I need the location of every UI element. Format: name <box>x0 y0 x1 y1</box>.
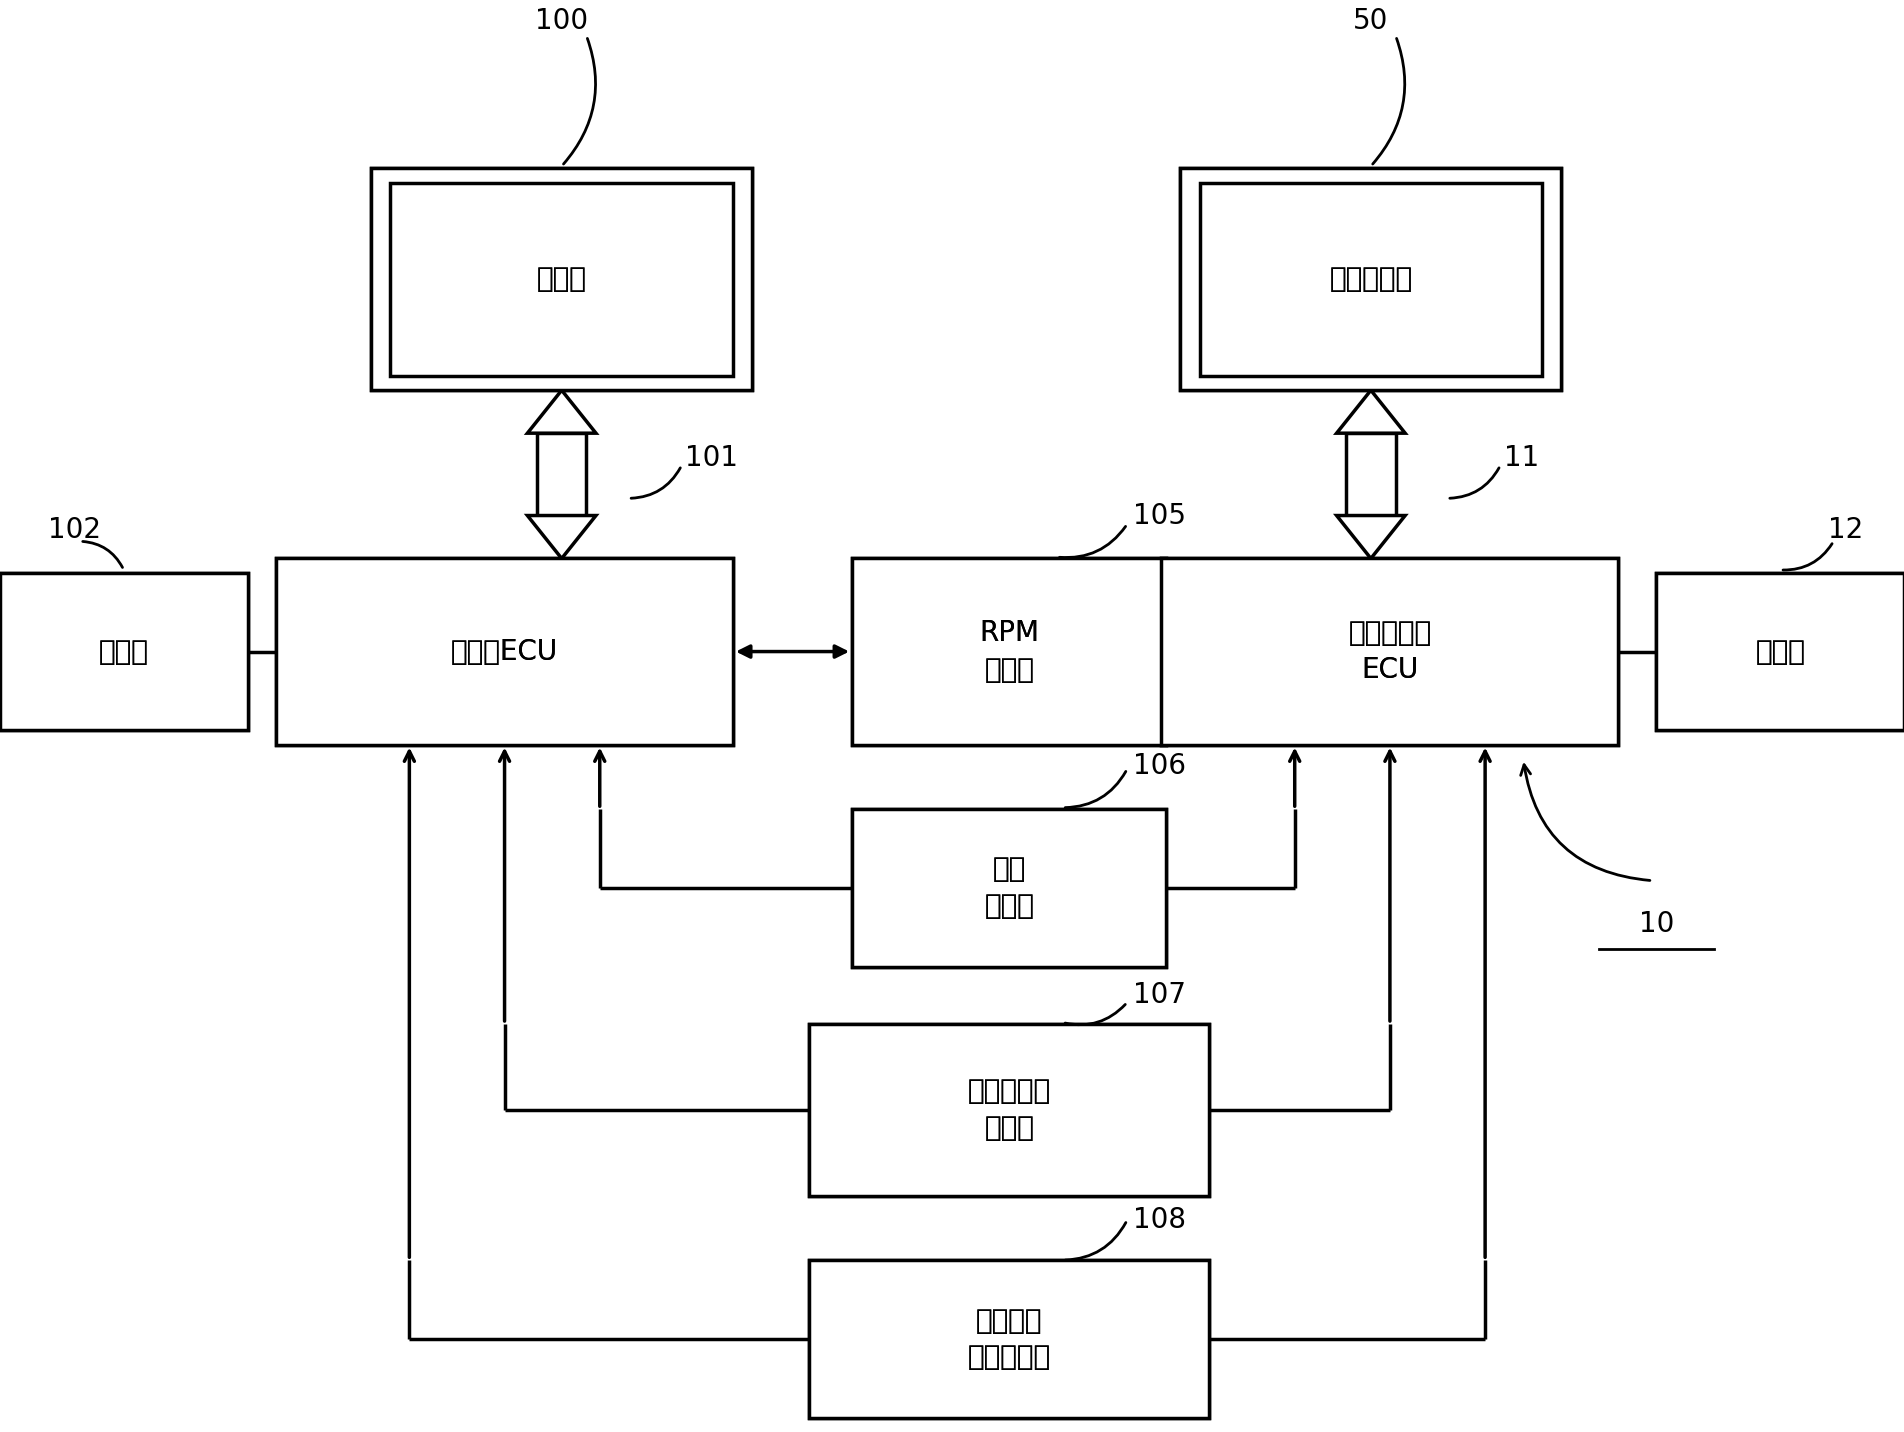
Text: RPM
传感器: RPM 传感器 <box>979 619 1040 684</box>
Bar <box>1180 168 1561 390</box>
Text: 12: 12 <box>1828 516 1864 544</box>
Bar <box>851 809 1165 967</box>
Bar <box>851 558 1165 745</box>
Polygon shape <box>1337 516 1405 558</box>
Bar <box>371 168 752 390</box>
Bar <box>371 168 752 390</box>
Text: 50: 50 <box>1354 7 1388 36</box>
Text: 自动变速器
ECU: 自动变速器 ECU <box>1348 619 1432 684</box>
Bar <box>537 434 586 516</box>
Text: 102: 102 <box>48 516 101 544</box>
Text: 发动机: 发动机 <box>537 265 586 294</box>
Text: 存储器: 存储器 <box>99 637 149 666</box>
Bar <box>809 1024 1209 1196</box>
Text: 发动机ECU: 发动机ECU <box>451 637 558 666</box>
Text: 外部空气
温度传感器: 外部空气 温度传感器 <box>967 1306 1051 1372</box>
Bar <box>809 1024 1209 1196</box>
Text: 100: 100 <box>535 7 588 36</box>
Bar <box>809 1260 1209 1418</box>
Text: 11: 11 <box>1504 444 1540 473</box>
Text: 冷却剂温度
传感器: 冷却剂温度 传感器 <box>967 1077 1051 1143</box>
Text: 自动变速器: 自动变速器 <box>1329 265 1413 294</box>
Polygon shape <box>527 390 596 434</box>
Text: 存储器: 存储器 <box>1755 637 1805 666</box>
Polygon shape <box>1337 390 1405 434</box>
Text: 自动变速器: 自动变速器 <box>1329 265 1413 294</box>
Bar <box>851 558 1165 745</box>
Bar <box>1656 573 1904 730</box>
Text: 速度
传感器: 速度 传感器 <box>984 855 1034 921</box>
Bar <box>0 573 248 730</box>
Text: RPM
传感器: RPM 传感器 <box>979 619 1040 684</box>
Text: 外部空气
温度传感器: 外部空气 温度传感器 <box>967 1306 1051 1372</box>
Text: 速度
传感器: 速度 传感器 <box>984 855 1034 921</box>
Bar <box>1161 558 1618 745</box>
Bar <box>390 183 733 377</box>
Text: 存储器: 存储器 <box>1755 637 1805 666</box>
Bar <box>1656 573 1904 730</box>
Bar <box>1200 183 1542 377</box>
Text: 105: 105 <box>1133 501 1186 530</box>
Text: 发动机: 发动机 <box>537 265 586 294</box>
Bar <box>1200 183 1542 377</box>
Text: 106: 106 <box>1133 752 1186 780</box>
Bar <box>1346 434 1396 516</box>
Bar <box>1161 558 1618 745</box>
Bar <box>851 809 1165 967</box>
Text: 存储器: 存储器 <box>99 637 149 666</box>
Bar <box>1180 168 1561 390</box>
Bar <box>276 558 733 745</box>
Bar <box>0 573 248 730</box>
Text: 自动变速器
ECU: 自动变速器 ECU <box>1348 619 1432 684</box>
Text: 107: 107 <box>1133 981 1186 1010</box>
Text: 发动机ECU: 发动机ECU <box>451 637 558 666</box>
Text: 101: 101 <box>685 444 739 473</box>
Polygon shape <box>527 516 596 558</box>
Text: 冷却剂温度
传感器: 冷却剂温度 传感器 <box>967 1077 1051 1143</box>
Bar <box>809 1260 1209 1418</box>
Bar <box>390 183 733 377</box>
Text: 108: 108 <box>1133 1206 1186 1234</box>
Text: 10: 10 <box>1639 909 1674 938</box>
Bar <box>276 558 733 745</box>
